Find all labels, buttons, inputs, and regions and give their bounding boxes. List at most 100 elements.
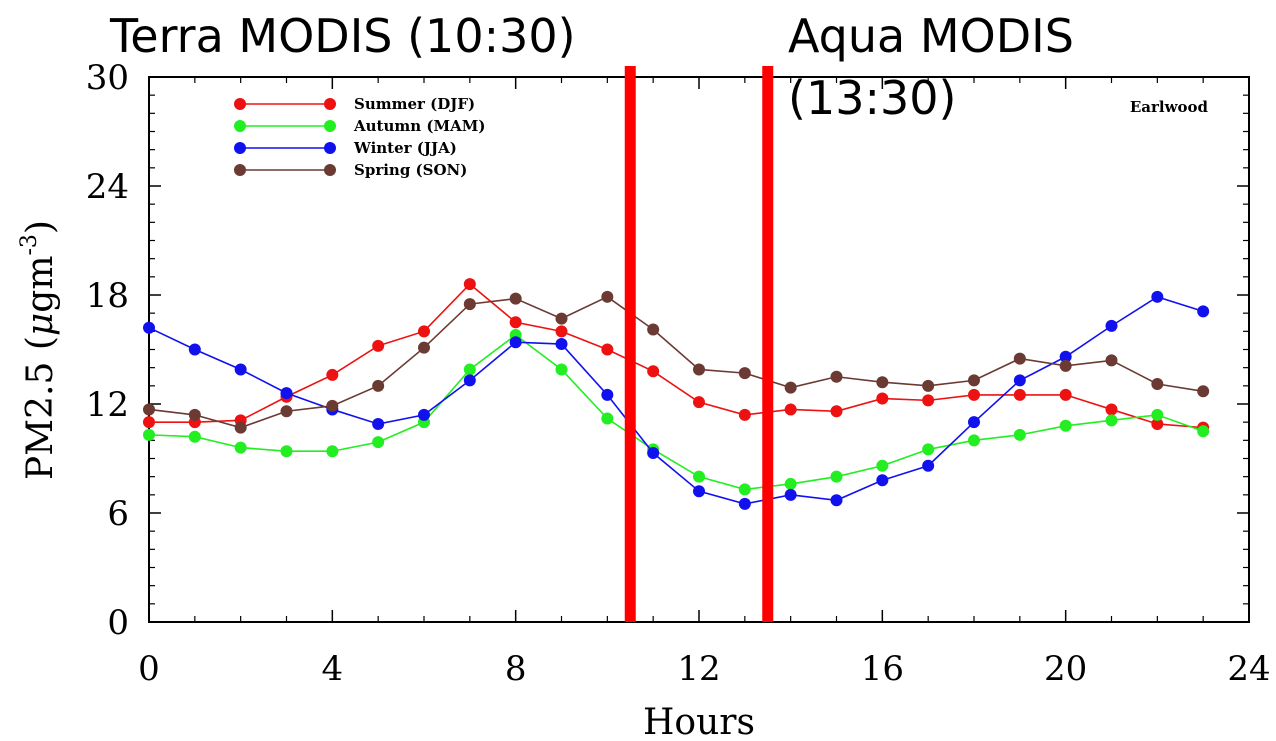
legend-label: Winter (JJA) xyxy=(353,139,457,157)
data-point xyxy=(326,445,339,458)
legend-marker xyxy=(324,142,336,154)
legend-marker xyxy=(324,98,336,110)
y-tick-label: 6 xyxy=(107,494,129,534)
terra-modis-annotation: Terra MODIS (10:30) xyxy=(109,9,576,63)
data-point xyxy=(463,278,476,291)
data-point xyxy=(968,388,980,401)
x-tick-label: 16 xyxy=(861,649,904,689)
series-line xyxy=(149,283,1204,429)
data-point xyxy=(326,368,339,381)
data-point xyxy=(693,485,705,498)
data-point xyxy=(143,403,155,416)
data-point xyxy=(738,367,751,380)
data-point xyxy=(463,374,476,387)
x-tick-label: 12 xyxy=(677,649,720,689)
data-point xyxy=(876,392,889,405)
y-axis-label-exp: -3 xyxy=(17,234,42,255)
data-point xyxy=(601,343,614,356)
series-line xyxy=(148,295,1204,505)
site-label: Earlwood xyxy=(1130,98,1209,116)
data-point xyxy=(280,387,293,400)
series-line xyxy=(148,295,1204,429)
y-axis-label: PM2.5 (μgm-3) xyxy=(17,220,61,480)
data-point xyxy=(1059,388,1072,401)
y-axis-label-unit: gm xyxy=(20,256,61,313)
legend-marker xyxy=(234,98,246,110)
data-point xyxy=(784,403,797,416)
data-point xyxy=(234,421,247,434)
data-point xyxy=(143,428,155,441)
legend-marker xyxy=(324,164,336,176)
series-layer xyxy=(143,278,1210,510)
x-tick-labels: 0 4 8 12 16 20 24 xyxy=(138,649,1270,689)
x-axis-label: Hours xyxy=(643,702,755,741)
data-point xyxy=(555,338,568,351)
data-point xyxy=(234,363,247,376)
data-point xyxy=(922,394,935,407)
data-point xyxy=(555,312,568,325)
data-point xyxy=(463,298,476,311)
data-point xyxy=(1013,374,1026,387)
data-point xyxy=(188,430,201,443)
data-point xyxy=(968,434,980,447)
data-point xyxy=(693,470,705,483)
y-tick-label: 12 xyxy=(86,385,129,425)
plot-frame xyxy=(148,76,1250,623)
legend-item: Autumn (MAM) xyxy=(234,117,485,135)
legend-marker xyxy=(234,164,246,176)
data-point xyxy=(418,341,430,354)
legend-marker xyxy=(234,120,246,132)
data-point xyxy=(601,388,614,401)
y-tick-label: 18 xyxy=(86,276,129,316)
y-tick-label: 30 xyxy=(86,58,129,98)
data-point xyxy=(418,408,430,421)
data-point xyxy=(1197,305,1210,318)
data-point xyxy=(463,363,476,376)
data-point xyxy=(784,488,797,501)
legend: Summer (DJF) Autumn (MAM) Winter (JJA) Spri… xyxy=(234,95,485,179)
data-point xyxy=(188,408,201,421)
data-point xyxy=(1151,417,1164,430)
data-point xyxy=(922,443,935,456)
data-point xyxy=(784,381,797,394)
data-point xyxy=(1105,354,1118,367)
data-point xyxy=(372,417,385,430)
data-point xyxy=(372,379,385,392)
data-point xyxy=(188,343,201,356)
series-line xyxy=(148,333,1204,491)
data-point xyxy=(1151,378,1164,391)
legend-marker xyxy=(324,120,336,132)
data-point xyxy=(509,292,522,305)
data-point xyxy=(738,483,751,496)
data-point xyxy=(693,396,705,409)
data-point xyxy=(693,363,705,376)
legend-marker xyxy=(234,142,246,154)
series-autumn xyxy=(143,328,1210,496)
aqua-modis-annotation-line2: (13:30) xyxy=(788,71,956,125)
data-point xyxy=(1013,388,1026,401)
data-point xyxy=(1013,428,1026,441)
data-point xyxy=(280,405,293,418)
data-point xyxy=(1197,425,1210,438)
legend-item: Winter (JJA) xyxy=(234,139,457,157)
legend-label: Summer (DJF) xyxy=(354,95,475,113)
data-point xyxy=(372,339,385,352)
x-tick-label: 4 xyxy=(322,649,344,689)
data-point xyxy=(509,336,522,349)
y-axis-label-mu: μ xyxy=(20,313,61,336)
data-point xyxy=(647,447,660,460)
data-point xyxy=(555,363,568,376)
data-point xyxy=(876,376,889,389)
data-point xyxy=(784,477,797,490)
data-point xyxy=(968,416,980,429)
data-point xyxy=(1059,350,1072,363)
data-point xyxy=(738,408,751,421)
data-point xyxy=(922,459,935,472)
aqua-modis-annotation-line1: Aqua MODIS xyxy=(788,9,1074,63)
data-point xyxy=(418,325,430,338)
data-point xyxy=(830,405,843,418)
y-tick-label: 0 xyxy=(107,603,129,643)
data-point xyxy=(1105,414,1118,427)
legend-item: Spring (SON) xyxy=(234,161,467,179)
data-point xyxy=(143,416,155,429)
